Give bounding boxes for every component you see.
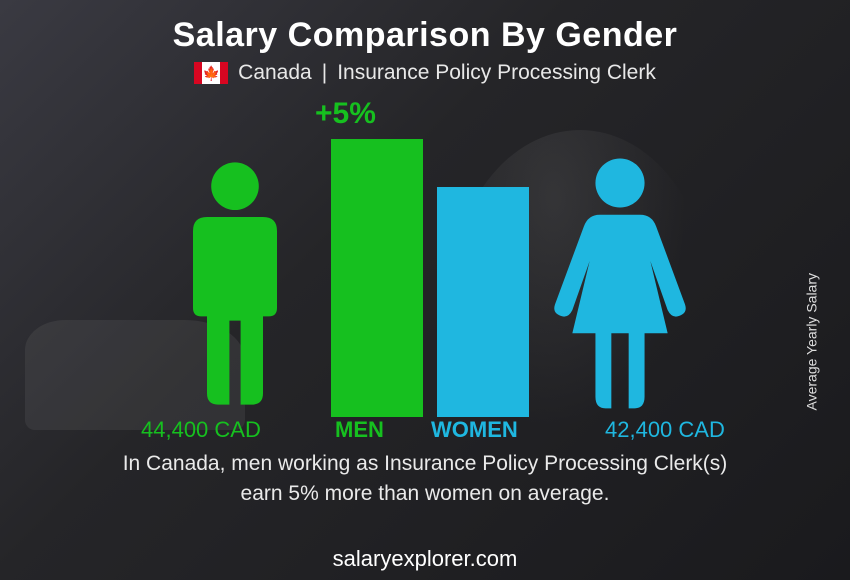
bar-men xyxy=(331,139,423,417)
summary-text: In Canada, men working as Insurance Poli… xyxy=(123,449,728,510)
delta-label: +5% xyxy=(315,97,376,131)
infographic-content: Salary Comparison By Gender 🍁 Canada | I… xyxy=(0,0,850,580)
bar-women xyxy=(437,187,529,417)
bar-label-women: WOMEN xyxy=(431,417,518,443)
country-label: Canada xyxy=(238,61,312,85)
summary-line2: earn 5% more than women on average. xyxy=(241,482,610,505)
separator: | xyxy=(322,61,327,85)
male-icon xyxy=(165,157,305,417)
salary-men: 44,400 CAD xyxy=(141,417,261,443)
female-icon xyxy=(545,157,695,417)
summary-line1: In Canada, men working as Insurance Poli… xyxy=(123,452,728,475)
job-title-label: Insurance Policy Processing Clerk xyxy=(337,61,656,85)
page-title: Salary Comparison By Gender xyxy=(173,16,678,55)
salary-women: 42,400 CAD xyxy=(605,417,725,443)
y-axis-label: Average Yearly Salary xyxy=(803,273,819,411)
subtitle-row: 🍁 Canada | Insurance Policy Processing C… xyxy=(194,61,656,85)
canada-flag-icon: 🍁 xyxy=(194,62,228,84)
chart-area: +5% MEN WOMEN 44,400 CAD 42,400 CAD Aver… xyxy=(45,103,805,443)
footer-site: salaryexplorer.com xyxy=(0,546,850,572)
bar-label-men: MEN xyxy=(335,417,384,443)
